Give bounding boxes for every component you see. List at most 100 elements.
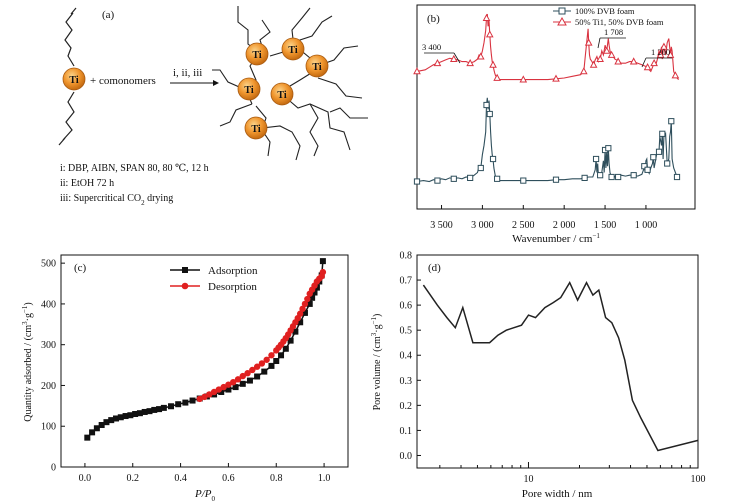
panel-c-adsorption-point — [146, 408, 153, 415]
panel-c-ylabel: Quantity adsorbed / (cm3·g−1) — [21, 302, 34, 422]
panel-c-desorption-point — [225, 381, 232, 388]
legend-desorption-marker — [181, 282, 189, 290]
panel-d-ytick-label: 0.7 — [400, 276, 413, 287]
panel-c-adsorption-point — [287, 337, 294, 344]
panel-c-desorption-point — [268, 352, 275, 359]
panel-d-ytick-label: 0.5 — [400, 326, 413, 337]
panel-b-marker-triangle — [449, 54, 458, 62]
panel-b-marker-square — [483, 101, 490, 109]
panel-b-marker-triangle — [656, 50, 665, 58]
legend-adsorption-marker — [182, 267, 188, 273]
panel-b-marker-square — [489, 155, 497, 163]
ti-label-1: Ti — [252, 50, 261, 61]
panel-c-desorption-point — [230, 379, 237, 386]
panel-b-marker-square — [520, 177, 527, 184]
panel-b-frame — [416, 4, 696, 210]
panel-d-ytick-label: 0.3 — [400, 376, 413, 387]
panel-b-marker-square — [644, 166, 651, 173]
panel-b-marker-square — [673, 173, 681, 181]
panel-d-ytick-label: 0.2 — [400, 401, 413, 412]
panel-c-adsorption-point — [218, 388, 225, 395]
panel-c-ytick-label: 200 — [41, 381, 56, 392]
panel-c-adsorption-point — [261, 368, 268, 375]
panel-c-adsorption-point — [127, 412, 134, 419]
panel-b-xtick-label: 3 000 — [471, 220, 494, 231]
condition-iii: iii: Supercritical CO2 drying — [60, 193, 173, 207]
panel-c-adsorption-point — [141, 408, 148, 415]
panel-c-desorption-point — [263, 356, 270, 363]
panel-c-desorption-point — [244, 370, 251, 377]
panel-c-xtick-label: 0.6 — [222, 473, 235, 484]
panel-c-adsorption-point — [297, 319, 304, 326]
panel-c-adsorption-point — [108, 417, 115, 424]
panel-c-desorption-point — [220, 383, 227, 391]
legend-ti1-dvb: 50% Ti1, 50% DVB foam — [575, 17, 664, 27]
condition-i: i: DBP, AIBN, SPAN 80, 80 ℃, 12 h — [60, 163, 209, 174]
panel-b-marker-square — [413, 178, 421, 185]
panel-c-adsorption-point — [246, 377, 253, 384]
panel-b-marker-triangle — [433, 58, 442, 67]
panel-c-adsorption-point — [122, 413, 129, 420]
panel-b-marker-square — [655, 148, 663, 155]
panel-c-frame — [60, 254, 349, 468]
panel-b-marker-triangle — [602, 46, 611, 54]
panel-b-marker-triangle — [493, 73, 501, 81]
crosslinked-network — [212, 6, 368, 161]
panel-c-adsorption-point — [160, 404, 167, 411]
panel-b-marker-triangle — [660, 42, 668, 50]
panel-b-marker-triangle — [671, 71, 680, 79]
annotation-1708: 1 708 — [604, 27, 623, 37]
panel-d-ylabel: Pore volume / (cm3·g−1) — [370, 314, 383, 411]
panel-b-marker-triangle — [489, 60, 497, 68]
panel-c-xtick-label: 0.0 — [79, 473, 92, 484]
panel-c-desorption-point — [201, 393, 208, 401]
panel-b-marker-triangle — [666, 50, 675, 58]
panel-c-adsorption-point — [278, 352, 285, 359]
plus-comonomers-text: + comonomers — [90, 75, 156, 87]
panel-b-marker-square — [592, 155, 600, 163]
legend-triangle-marker — [557, 16, 567, 26]
panel-c-adsorption-point — [309, 294, 316, 301]
panel-c-desorption-point — [210, 388, 218, 396]
panel-c-adsorption-point — [168, 403, 175, 410]
panel-c-desorption-point — [299, 305, 306, 313]
panel-b-marker-triangle — [476, 52, 485, 60]
annotation-1200: 1 200 — [651, 47, 670, 57]
panel-b-marker-square — [494, 175, 501, 182]
panel-c-adsorption-point — [103, 419, 110, 426]
panel-b-xtick-label: 1 000 — [635, 220, 658, 231]
panel-c-desorption-point — [273, 347, 280, 354]
panel-c-xtick-label: 0.8 — [270, 473, 283, 484]
panel-c-desorption-point — [234, 376, 242, 383]
panel-b-marker-square — [450, 175, 457, 182]
panel-c-adsorption-point — [117, 414, 124, 421]
panel-c-ytick-label: 300 — [41, 340, 56, 351]
panel-d-label: (d) — [428, 262, 441, 274]
panel-c-adsorption-point — [319, 258, 326, 265]
panel-c-adsorption-point — [306, 300, 313, 307]
ti-label-5: Ti — [277, 90, 286, 101]
arrow-text: i, ii, iii — [173, 67, 202, 79]
legend-desorption: Desorption — [208, 281, 257, 293]
panel-c-adsorption-point — [89, 429, 96, 436]
panel-b-legend: 100% DVB foam 50% Ti1, 50% DVB foam — [553, 6, 664, 27]
panel-c-desorption-point — [239, 372, 246, 380]
panel-c-desorption-point — [253, 363, 261, 370]
panel-c-adsorption-point — [273, 358, 280, 364]
panel-b-marker-triangle — [413, 67, 421, 75]
panel-c-xtick-label: 0.2 — [127, 473, 140, 484]
panel-c-adsorption-point — [254, 373, 261, 380]
panel-b-marker-triangle — [482, 13, 491, 21]
panel-b-marker-square — [630, 172, 637, 179]
panel-b-xtick-label: 2 500 — [512, 220, 535, 231]
panel-c-adsorption-point — [151, 406, 158, 413]
ti-monomer: Ti — [58, 7, 86, 146]
panel-b-marker-square — [650, 154, 657, 161]
panel-d-ytick-label: 0.6 — [400, 301, 413, 312]
panel-d-xtick-label: 10 — [523, 474, 533, 485]
panel-c-adsorption-point — [225, 386, 232, 393]
reaction-arrow-head — [213, 80, 219, 86]
panel-c-adsorption-point — [311, 289, 318, 296]
panel-b-marker-triangle — [589, 60, 598, 68]
